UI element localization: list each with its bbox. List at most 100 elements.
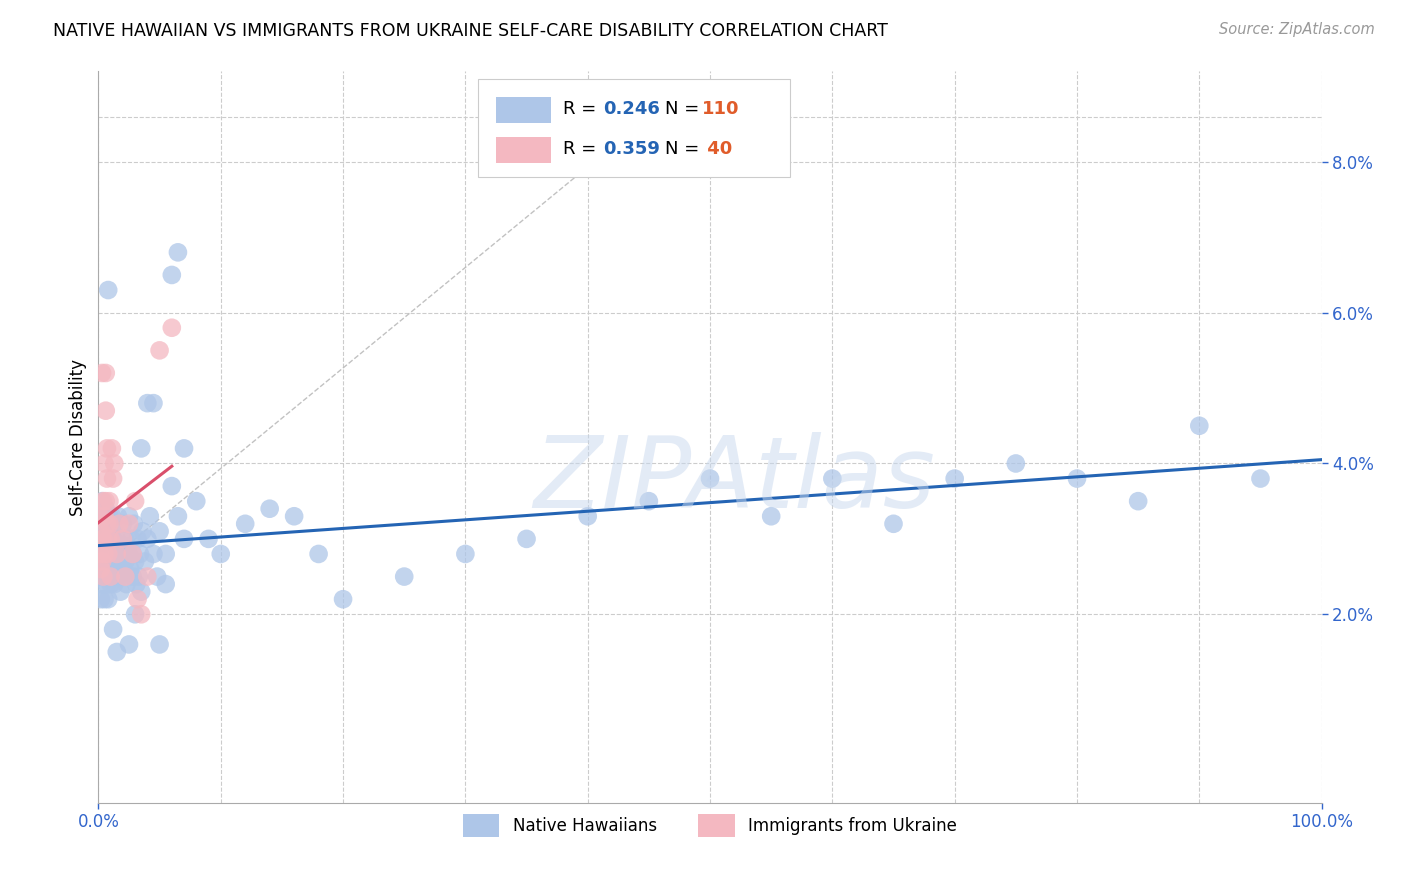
Point — [107, 554, 129, 568]
Point — [1004, 457, 1026, 471]
Point — [111, 532, 134, 546]
Point — [118, 547, 141, 561]
Point — [89, 509, 111, 524]
Point — [94, 366, 117, 380]
Point — [117, 540, 139, 554]
Point — [96, 471, 118, 485]
Point — [149, 524, 172, 539]
Point — [1249, 471, 1271, 485]
Point — [149, 343, 172, 358]
Point — [98, 509, 121, 524]
Point — [883, 516, 905, 531]
Point — [111, 516, 134, 531]
Point — [104, 516, 127, 531]
Text: 110: 110 — [702, 100, 740, 118]
Point — [118, 637, 141, 651]
Point — [129, 584, 152, 599]
Point — [100, 569, 122, 583]
Point — [761, 509, 783, 524]
Point — [100, 540, 122, 554]
Point — [97, 562, 120, 576]
Point — [94, 540, 117, 554]
Point — [101, 562, 124, 576]
Point — [943, 471, 966, 485]
Point — [1066, 471, 1088, 485]
Point — [98, 554, 121, 568]
Point — [283, 509, 305, 524]
Text: ZIPAtlas: ZIPAtlas — [533, 433, 935, 530]
Point — [90, 524, 112, 539]
Point — [139, 509, 162, 524]
Text: Source: ZipAtlas.com: Source: ZipAtlas.com — [1219, 22, 1375, 37]
Point — [101, 532, 124, 546]
Point — [91, 577, 114, 591]
Point — [167, 245, 190, 260]
Point — [98, 494, 121, 508]
Point — [96, 442, 118, 456]
Point — [120, 532, 142, 546]
Point — [576, 509, 599, 524]
Point — [101, 623, 124, 637]
Point — [114, 554, 136, 568]
Point — [96, 516, 118, 531]
Point — [97, 532, 120, 546]
Point — [115, 577, 138, 591]
Point — [111, 547, 134, 561]
Point — [121, 547, 143, 561]
Point — [173, 532, 195, 546]
Point — [120, 562, 142, 576]
Point — [129, 442, 152, 456]
Point — [103, 547, 125, 561]
Point — [91, 569, 114, 583]
Point — [97, 592, 120, 607]
Text: 40: 40 — [702, 140, 733, 158]
Point — [111, 562, 134, 576]
Point — [146, 569, 169, 583]
Point — [91, 494, 114, 508]
Point — [91, 532, 114, 546]
Text: N =: N = — [665, 100, 704, 118]
Point — [197, 532, 219, 546]
Point — [96, 577, 118, 591]
Point — [821, 471, 844, 485]
Point — [94, 501, 117, 516]
Point — [1128, 494, 1150, 508]
Point — [136, 396, 159, 410]
Point — [121, 547, 143, 561]
Point — [155, 547, 177, 561]
Point — [454, 547, 477, 561]
Point — [93, 547, 115, 561]
Point — [91, 509, 114, 524]
Point — [129, 607, 152, 622]
Point — [90, 592, 112, 607]
Point — [90, 569, 112, 583]
Point — [107, 509, 129, 524]
Point — [160, 320, 183, 334]
Point — [91, 494, 114, 508]
Point — [96, 516, 118, 531]
Point — [101, 442, 124, 456]
Point — [105, 645, 128, 659]
FancyBboxPatch shape — [496, 137, 551, 163]
Point — [105, 547, 128, 561]
Point — [155, 577, 177, 591]
Point — [108, 516, 131, 531]
Text: 0.246: 0.246 — [603, 100, 661, 118]
Point — [124, 494, 146, 508]
Point — [134, 554, 156, 568]
Point — [121, 569, 143, 583]
Point — [515, 532, 537, 546]
Point — [122, 516, 145, 531]
Text: 0.359: 0.359 — [603, 140, 661, 158]
Point — [142, 547, 165, 561]
Point — [93, 524, 115, 539]
Point — [118, 516, 141, 531]
Point — [91, 366, 114, 380]
Point — [110, 540, 132, 554]
Point — [108, 569, 131, 583]
Point — [94, 494, 117, 508]
Point — [118, 509, 141, 524]
Point — [186, 494, 208, 508]
Point — [94, 569, 117, 583]
Point — [91, 547, 114, 561]
